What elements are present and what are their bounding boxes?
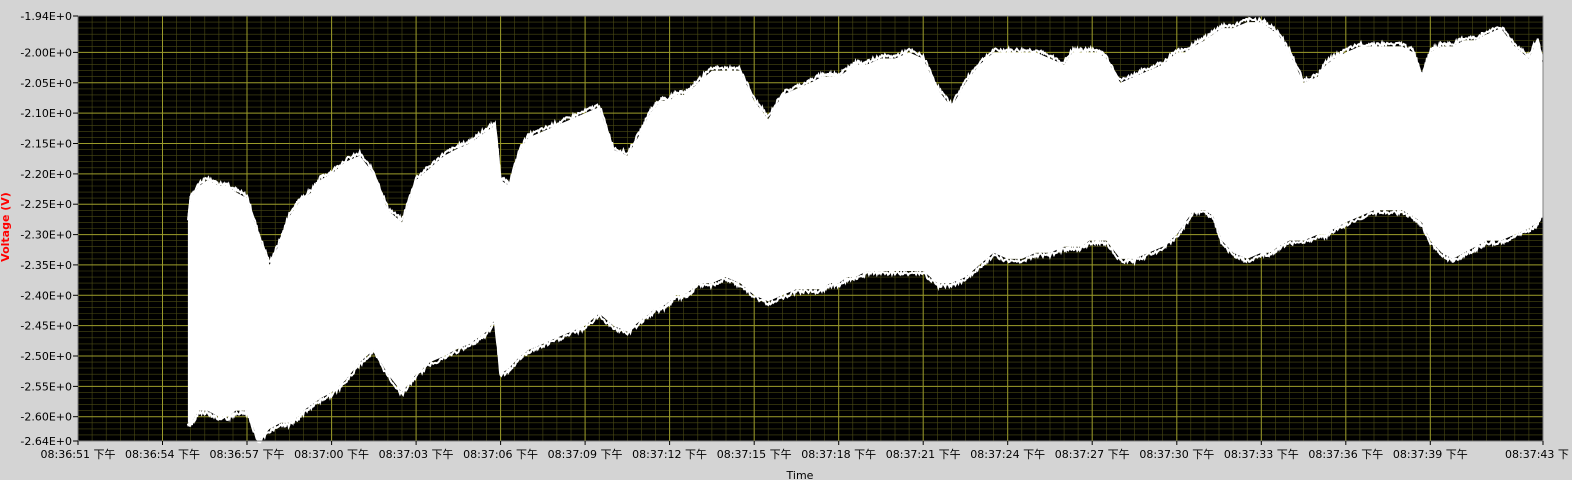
y-tick-label: -2.25E+0 xyxy=(20,198,72,211)
series-envelope xyxy=(187,22,1543,441)
x-tick-label: 08:37:12 下午 xyxy=(632,448,707,461)
x-tick-label: 08:36:54 下午 xyxy=(125,448,200,461)
x-tick-label: 08:37:27 下午 xyxy=(1055,448,1130,461)
y-tick-label: -2.35E+0 xyxy=(20,259,72,272)
y-tick-label: -2.40E+0 xyxy=(20,289,72,302)
x-tick-label: 08:37:33 下午 xyxy=(1224,448,1299,461)
y-tick-label: -2.15E+0 xyxy=(20,138,72,151)
x-tick-label: 08:36:51 下午 xyxy=(41,448,116,461)
y-tick-label: -2.64E+0 xyxy=(20,435,72,448)
x-axis: 08:36:51 下午 08:36:54 下午 08:36:57 下午 08:37:0… xyxy=(41,441,1569,461)
x-tick-label: 08:37:21 下午 xyxy=(886,448,961,461)
series-lower-edge xyxy=(186,207,1544,444)
x-axis-title: Time xyxy=(786,469,814,480)
y-axis: -1.94E+0 -2.00E+0 -2.05E+0 -2.10E+0 -2.15E+0… xyxy=(20,10,78,448)
y-axis-title: Voltage (V) xyxy=(0,192,12,262)
x-tick-label: 08:37:39 下午 xyxy=(1393,448,1468,461)
x-tick-label: 08:37:06 下午 xyxy=(463,448,538,461)
plot-frame xyxy=(77,15,1544,442)
y-tick-label: -2.10E+0 xyxy=(20,107,72,120)
y-tick-label: -2.60E+0 xyxy=(20,411,72,424)
series-upper-edge xyxy=(187,16,1544,264)
y-tick-label: -2.05E+0 xyxy=(20,77,72,90)
x-tick-label: 08:37:36 下午 xyxy=(1308,448,1383,461)
x-tick-label: 08:37:30 下午 xyxy=(1139,448,1214,461)
x-tick-label: 08:36:57 下午 xyxy=(210,448,285,461)
x-tick-label: 08:37:18 下午 xyxy=(801,448,876,461)
x-tick-label: 08:37:00 下午 xyxy=(294,448,369,461)
y-tick-label: -2.55E+0 xyxy=(20,380,72,393)
y-tick-label: -2.30E+0 xyxy=(20,229,72,242)
y-tick-label: -2.45E+0 xyxy=(20,320,72,333)
y-tick-label: -2.50E+0 xyxy=(20,350,72,363)
y-tick-label: -1.94E+0 xyxy=(20,10,72,23)
y-tick-label: -2.20E+0 xyxy=(20,168,72,181)
x-tick-label: 08:37:24 下午 xyxy=(970,448,1045,461)
x-tick-label: 08:37:03 下午 xyxy=(379,448,454,461)
x-tick-label: 08:37:43 下 xyxy=(1505,448,1569,461)
x-tick-label: 08:37:09 下午 xyxy=(548,448,623,461)
y-tick-label: -2.00E+0 xyxy=(20,46,72,59)
x-tick-label: 08:37:15 下午 xyxy=(717,448,792,461)
series-layer xyxy=(186,16,1544,444)
